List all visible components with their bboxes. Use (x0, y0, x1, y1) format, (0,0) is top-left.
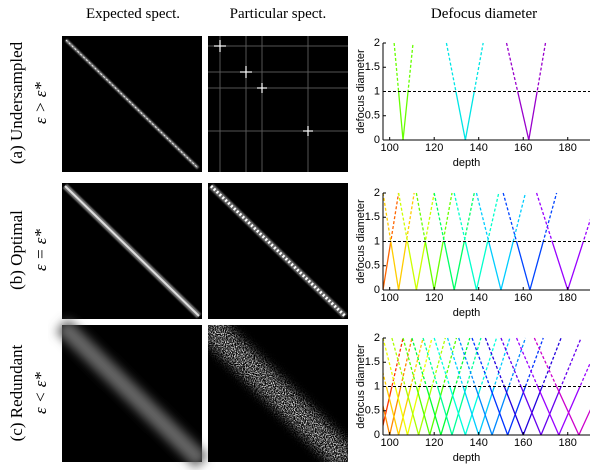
defocus-line-dashed (383, 337, 433, 387)
defocus-line-dashed (505, 42, 547, 92)
row-condition: ε > ε* (31, 82, 50, 124)
expected-spectrum-image (55, 318, 209, 469)
y-axis-label: defocus diameter (355, 344, 367, 429)
x-tick-label: 140 (470, 292, 488, 304)
y-tick-label: 1 (374, 85, 380, 97)
x-tick-label: 160 (514, 142, 532, 154)
row-label: (c) Redundant (7, 344, 26, 441)
defocus-line-dashed (445, 42, 484, 92)
x-tick-label: 140 (470, 437, 488, 449)
y-tick-label: 0 (374, 134, 380, 146)
row-label: (b) Optimal (7, 210, 26, 290)
defocus-chart: 0 0.5 1 1.5 2 100 120 140 160 180 depth defocus dia… (355, 332, 590, 464)
defocus-line-dashed (383, 192, 415, 242)
row-condition: ε < ε* (31, 372, 50, 414)
defocus-line-dashed (415, 192, 453, 242)
x-tick-label: 120 (425, 292, 443, 304)
y-tick-label: 0 (374, 429, 380, 441)
y-axis-label: defocus diameter (355, 199, 367, 284)
y-tick-label: 0.5 (365, 110, 380, 122)
defocus-line-dashed (397, 192, 435, 242)
x-axis-label: depth (453, 157, 481, 169)
defocus-line-dashed (383, 337, 424, 387)
particular-spectrum-image (208, 183, 348, 319)
x-tick-label: 120 (425, 437, 443, 449)
y-tick-label: 0.5 (365, 260, 380, 272)
x-tick-label: 160 (514, 437, 532, 449)
expected-spectrum-image (62, 183, 202, 319)
y-tick-label: 2 (374, 332, 380, 344)
y-tick-label: 2 (374, 37, 380, 49)
defocus-line-dashed (393, 42, 414, 92)
defocus-line-dashed (533, 337, 558, 387)
y-axis-label: defocus diameter (355, 49, 367, 134)
x-tick-label: 100 (380, 437, 398, 449)
defocus-line-dashed (471, 337, 544, 387)
column-header: Defocus diameter (431, 6, 537, 22)
defocus-line-dashed (400, 337, 413, 387)
defocus-chart: 0 0.5 1 1.5 2 100 120 140 160 180 depth defocus dia… (355, 187, 590, 319)
defocus-line-dashed (502, 192, 558, 242)
y-tick-label: 0 (374, 284, 380, 296)
expected-spectrum-image (62, 36, 202, 172)
x-tick-label: 100 (380, 142, 398, 154)
x-tick-label: 180 (559, 292, 577, 304)
x-tick-label: 180 (559, 142, 577, 154)
defocus-line-dashed (391, 337, 446, 387)
defocus-line-dashed (458, 337, 527, 387)
defocus-line-dashed (475, 192, 527, 242)
defocus-line-dashed (453, 192, 500, 242)
y-tick-label: 1.5 (365, 211, 380, 223)
x-tick-label: 100 (380, 292, 398, 304)
row-condition: ε = ε* (31, 229, 50, 271)
row-label: (a) Undersampled (7, 41, 26, 164)
defocus-line-dashed (402, 337, 458, 387)
defocus-line-dashed (515, 337, 590, 387)
defocus-chart: 0 0.5 1 1.5 2 100 120 140 160 180 depth defocus dia… (355, 37, 590, 169)
particular-spectrum-image (208, 325, 348, 462)
x-tick-label: 160 (514, 292, 532, 304)
particular-spectrum-image (208, 36, 348, 172)
defocus-line-dashed (391, 337, 404, 387)
y-tick-label: 2 (374, 187, 380, 199)
y-tick-label: 1 (374, 380, 380, 392)
column-header: Expected spect. (86, 6, 180, 22)
y-tick-label: 1 (374, 235, 380, 247)
x-tick-label: 120 (425, 142, 443, 154)
x-tick-label: 180 (559, 437, 577, 449)
column-header: Particular spect. (230, 6, 327, 22)
x-axis-label: depth (453, 452, 481, 464)
y-tick-label: 1.5 (365, 61, 380, 73)
y-tick-label: 0.5 (365, 405, 380, 417)
y-tick-label: 1.5 (365, 356, 380, 368)
x-axis-label: depth (453, 307, 481, 319)
x-tick-label: 140 (470, 142, 488, 154)
defocus-line-dashed (433, 192, 475, 242)
